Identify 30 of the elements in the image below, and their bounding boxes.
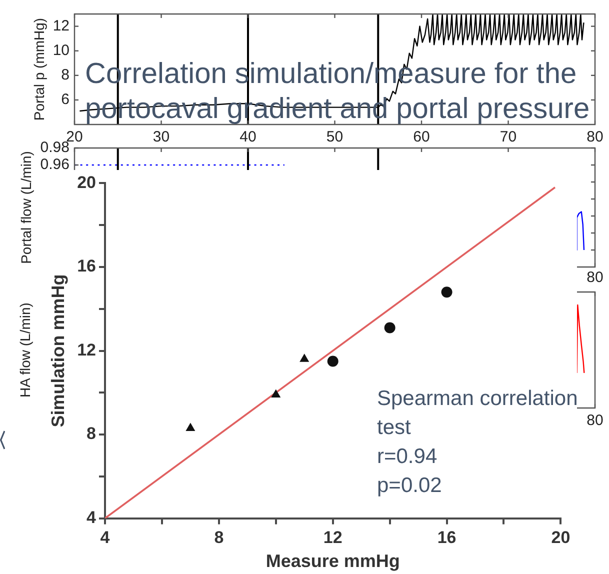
annotation: r=0.94 (377, 444, 438, 470)
y-axis-title: Portal flow (L/min) (18, 151, 34, 264)
y-tick-label: 6 (61, 91, 70, 108)
y-tick-label: 20 (77, 172, 96, 192)
y-tick-label: 12 (77, 340, 96, 360)
x-tick-label: 30 (152, 128, 170, 146)
y-tick-label: 16 (77, 256, 96, 276)
x-tick-label: 20 (551, 528, 570, 548)
y-tick-label: 10 (52, 42, 70, 59)
x-tick-label: 12 (323, 528, 342, 548)
y-tick-label: 8 (61, 66, 70, 84)
x-tick-label: 4 (100, 528, 110, 548)
x-tick-label: 50 (326, 128, 344, 146)
text: 80 (586, 269, 604, 286)
x-tick-label: 16 (437, 528, 456, 548)
x-tick-label: 70 (500, 128, 517, 146)
y-tick-label: 4 (86, 508, 97, 527)
y-tick-label: 8 (86, 424, 96, 444)
x-tick-label: 80 (586, 128, 604, 146)
y-tick-label: 0.96 (40, 156, 70, 174)
y-tick-label: 12 (52, 17, 70, 34)
y-axis-title: HA flow (L/min) (16, 302, 33, 398)
x-tick-label: 40 (240, 128, 256, 146)
x-tick-label: 8 (214, 528, 224, 548)
x-tick-label: 60 (413, 128, 430, 146)
y-axis-title: Simulation mmHg (48, 274, 68, 428)
x-axis-title: Measure mmHg (266, 551, 400, 572)
text: 80 (586, 412, 604, 429)
annotation: p=0.02 (377, 473, 443, 499)
y-axis-title: Portal p (mmHg) (30, 18, 47, 121)
